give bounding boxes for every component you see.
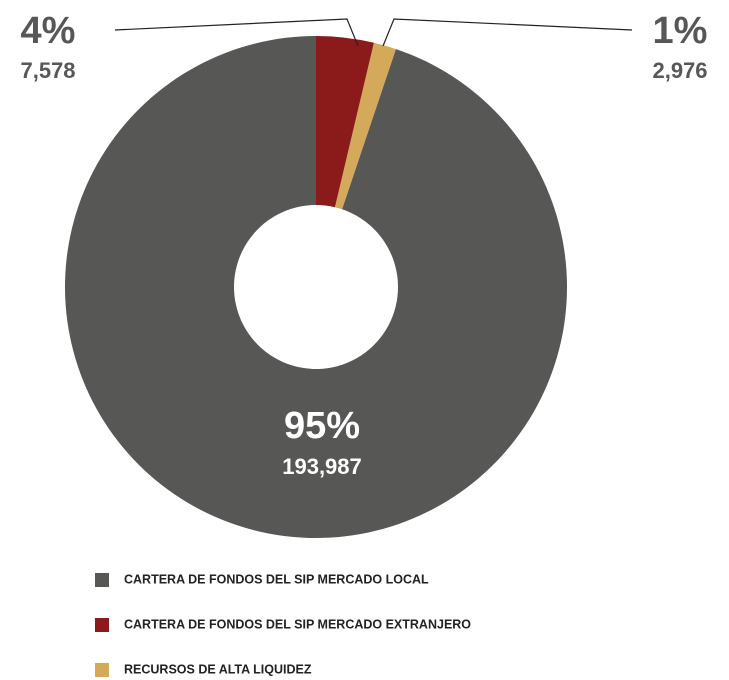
legend-label: RECURSOS DE ALTA LIQUIDEZ [124, 662, 312, 676]
donut-slice [334, 42, 396, 210]
legend-swatch [95, 573, 109, 587]
value-label: 193,987 [282, 454, 362, 479]
value-label: 7,578 [20, 58, 75, 83]
leader-lines [114, 18, 633, 47]
legend-swatch [95, 663, 109, 677]
percent-label: 95% [284, 405, 360, 447]
donut-slice [65, 36, 567, 538]
donut-slice [316, 36, 374, 208]
legend-swatch [95, 618, 109, 632]
percent-label: 1% [653, 10, 708, 52]
percent-label: 4% [21, 10, 76, 52]
leader-line [382, 18, 633, 47]
legend-label: CARTERA DE FONDOS DEL SIP MERCADO LOCAL [124, 572, 429, 586]
leader-line [114, 18, 359, 47]
legend-label: CARTERA DE FONDOS DEL SIP MERCADO EXTRAN… [124, 617, 471, 631]
value-label: 2,976 [652, 58, 707, 83]
